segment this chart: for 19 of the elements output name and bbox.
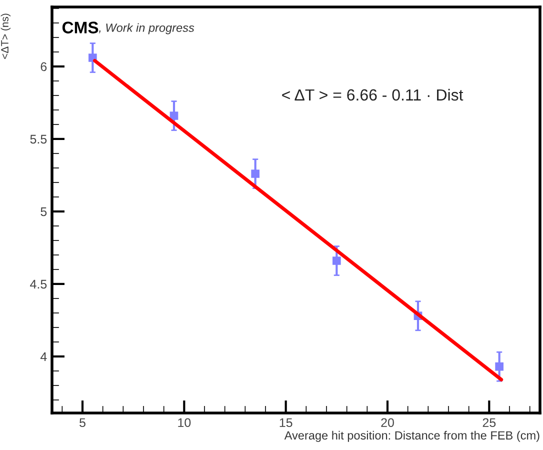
y-tick-label: 4.5: [30, 280, 47, 289]
x-tick-label: 10: [178, 418, 191, 428]
x-axis-title: Average hit position: Distance from the FEB (cm): [284, 430, 540, 442]
y-axis-title: <ΔT> (ns): [0, 14, 11, 59]
point: [170, 112, 178, 120]
y-tick-label: 5.5: [30, 134, 47, 144]
point: [251, 170, 260, 178]
annotation: < ΔT > = 6.66 - 0.11 · Dist: [282, 88, 464, 101]
y-tick-label: 4: [40, 352, 47, 361]
x-tick-label: 25: [482, 418, 496, 428]
x-tick-label: 15: [280, 418, 292, 428]
y-tick-label: 6: [40, 62, 47, 72]
x-tick-label: 5: [80, 418, 86, 428]
point: [332, 256, 341, 265]
annotation: CMS: [62, 22, 98, 34]
x-tick-label: 20: [381, 418, 394, 428]
point: [495, 362, 504, 371]
y-tick-label: 5: [40, 207, 47, 216]
annotation: , Work in progress: [98, 23, 194, 34]
